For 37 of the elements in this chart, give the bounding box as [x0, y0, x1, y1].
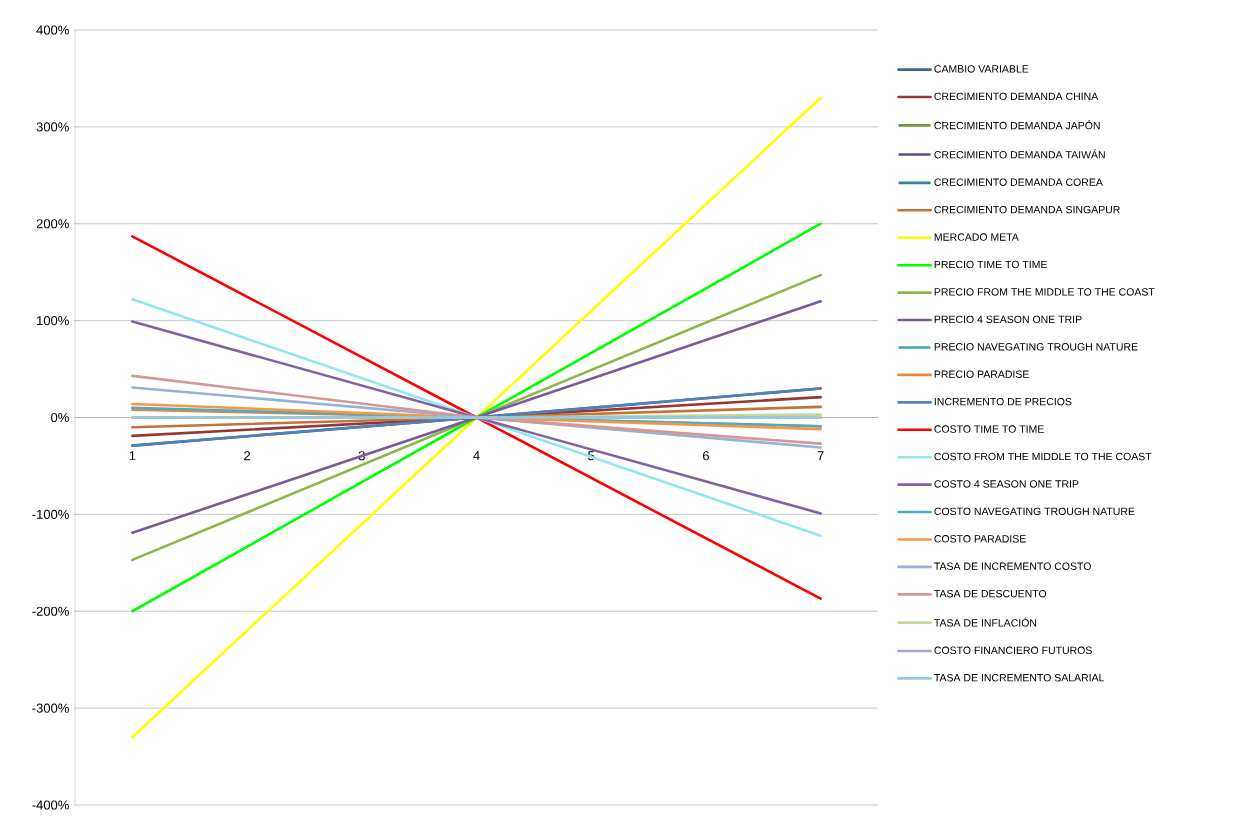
legend-label: PRECIO PARADISE: [934, 370, 1029, 378]
legend-label: CRECIMIENTO DEMANDA SINGAPUR: [934, 205, 1120, 214]
y-tick-label: -100%: [32, 509, 69, 519]
y-tick-label: 400%: [36, 25, 69, 35]
y-tick-label: -400%: [32, 800, 69, 810]
legend-label: COSTO 4 SEASON ONE TRIP: [934, 480, 1079, 488]
legend-label: TASA DE INCREMENTO SALARIAL: [934, 674, 1105, 682]
legend-label: MERCADO META: [934, 233, 1019, 241]
legend-label: COSTO FROM THE MIDDLE TO THE COAST: [934, 452, 1152, 461]
legend-label: TASA DE INFLACIÓN: [934, 617, 1037, 627]
legend-label: CRECIMIENTO DEMANDA JAPÓN: [934, 120, 1100, 130]
y-tick-label: 100%: [37, 316, 69, 326]
legend-label: INCREMENTO DE PRECIOS: [934, 397, 1072, 406]
y-tick-label: -200%: [32, 606, 69, 616]
legend-label: CRECIMIENTO DEMANDA CHINA: [934, 92, 1099, 101]
x-tick-label: 4: [473, 451, 480, 461]
x-tick-label: 1: [129, 451, 136, 461]
x-tick-label: 7: [817, 451, 824, 461]
legend-label: PRECIO NAVEGATING TROUGH NATURE: [934, 343, 1138, 351]
y-tick-label: -300%: [32, 703, 69, 713]
legend-label: COSTO FINANCIERO FUTUROS: [934, 646, 1092, 655]
y-tick-label: 300%: [36, 122, 69, 132]
legend-label: CAMBIO VARIABLE: [934, 65, 1029, 73]
legend-label: PRECIO TIME TO TIME: [934, 260, 1047, 269]
legend-label: CRECIMIENTO DEMANDA TAIWÁN: [934, 149, 1105, 159]
legend-label: CRECIMIENTO DEMANDA COREA: [934, 178, 1103, 186]
legend-label: PRECIO 4 SEASON ONE TRIP: [934, 315, 1082, 324]
y-tick-label: 200%: [36, 219, 69, 229]
legend-label: PRECIO FROM THE MIDDLE TO THE COAST: [934, 288, 1155, 296]
legend-label: COSTO TIME TO TIME: [934, 425, 1044, 433]
legend-label: COSTO PARADISE: [934, 535, 1026, 543]
x-tick-label: 2: [244, 451, 251, 461]
legend-label: TASA DE DESCUENTO: [934, 589, 1047, 598]
legend-label: COSTO NAVEGATING TROUGH NATURE: [934, 507, 1135, 516]
x-tick-label: 6: [702, 451, 709, 461]
legend-label: TASA DE INCREMENTO COSTO: [934, 562, 1091, 570]
y-tick-label: 0%: [51, 412, 69, 423]
